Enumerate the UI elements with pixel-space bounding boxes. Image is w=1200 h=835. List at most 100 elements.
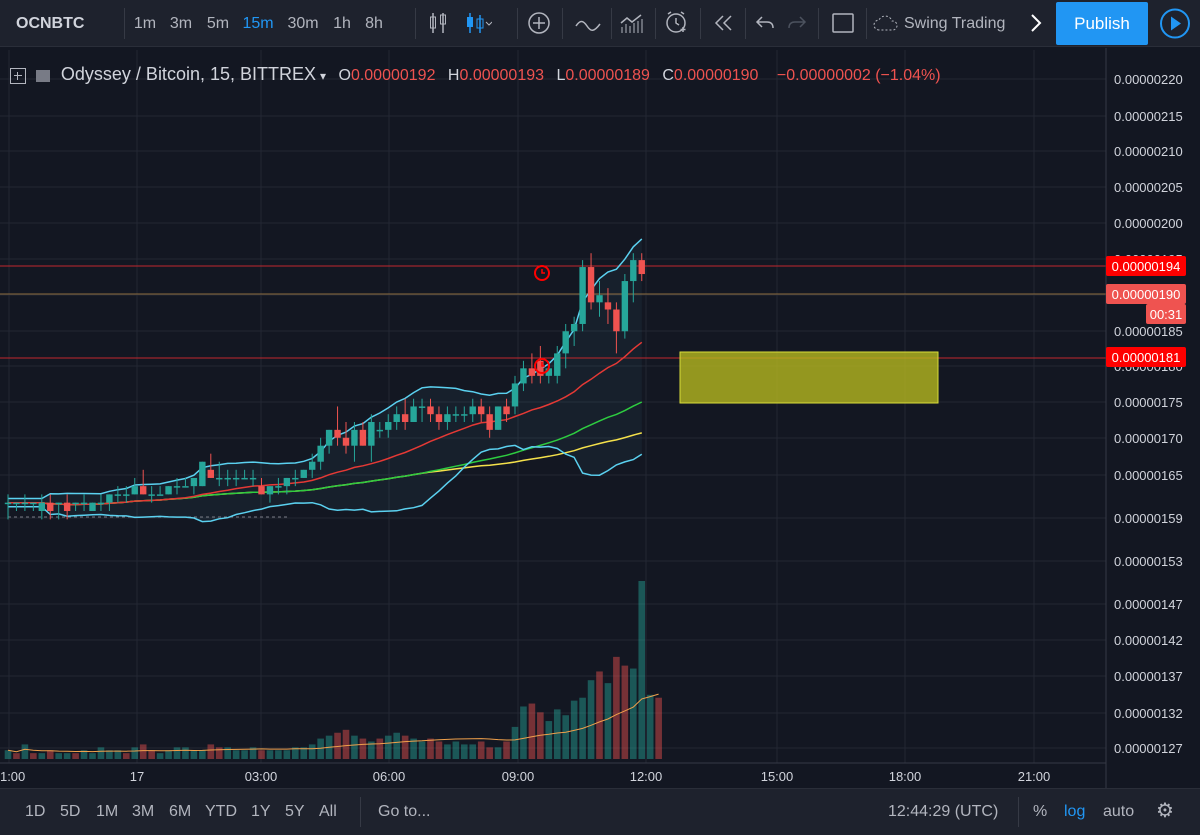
bollinger-band-fill bbox=[8, 238, 642, 522]
chevron-down-icon[interactable]: ▾ bbox=[320, 69, 327, 83]
candles-style-icon[interactable] bbox=[460, 0, 496, 47]
interval-5m[interactable]: 5m bbox=[206, 15, 230, 32]
auto-toggle[interactable]: auto bbox=[1103, 803, 1135, 820]
financials-icon[interactable] bbox=[617, 0, 647, 47]
utc-clock[interactable]: 12:44:29 (UTC) bbox=[888, 803, 999, 820]
price-tick-label: 0.00000159 bbox=[1114, 511, 1183, 526]
volume-bar bbox=[114, 750, 122, 759]
price-marker-tag bbox=[1106, 284, 1186, 304]
candle-body bbox=[241, 477, 248, 480]
layout-template-button[interactable]: Swing Trading bbox=[872, 0, 1012, 47]
price-tick-label: 0.00000200 bbox=[1114, 216, 1183, 231]
candle-body bbox=[613, 309, 620, 332]
time-tick-label: 09:00 bbox=[502, 769, 535, 784]
redo-icon[interactable] bbox=[784, 0, 810, 47]
price-axis[interactable]: 0.00000220 0.00000215 0.00000210 0.00000205… bbox=[1114, 72, 1183, 756]
flag-icon[interactable] bbox=[36, 69, 51, 82]
settings-gear-icon[interactable]: ⚙ bbox=[1156, 800, 1174, 822]
symbol-title[interactable]: Odyssey / Bitcoin, 15, BITTREX bbox=[60, 64, 316, 84]
fullscreen-icon[interactable] bbox=[826, 0, 860, 47]
candle-body bbox=[410, 406, 417, 423]
interval-3m[interactable]: 3m bbox=[169, 15, 193, 32]
volume-bar bbox=[89, 753, 96, 759]
layout-template-label: Swing Trading bbox=[904, 15, 1006, 32]
alert-clock-icon[interactable] bbox=[661, 0, 693, 47]
volume-bar bbox=[224, 747, 231, 759]
interval-8h[interactable]: 8h bbox=[365, 15, 383, 32]
volume-bar bbox=[275, 750, 282, 759]
bottom-divider bbox=[1018, 797, 1019, 827]
candle-body bbox=[283, 477, 291, 487]
high-value: 0.00000193 bbox=[459, 67, 545, 84]
candle-body bbox=[494, 406, 502, 430]
range-5d[interactable]: 5D bbox=[60, 803, 81, 820]
price-chart[interactable]: 0.00000220 0.00000215 0.00000210 0.00000205… bbox=[0, 48, 1200, 788]
candle-body bbox=[604, 302, 612, 310]
range-1d[interactable]: 1D bbox=[25, 803, 46, 820]
zone-rectangle[interactable] bbox=[679, 351, 939, 404]
price-tick-label: 0.00000165 bbox=[1114, 468, 1183, 483]
interval-1h[interactable]: 1h bbox=[333, 15, 351, 32]
volume-bars bbox=[4, 581, 662, 759]
goto-button[interactable]: Go to... bbox=[378, 803, 431, 820]
volume-bar bbox=[503, 741, 510, 759]
range-1y[interactable]: 1Y bbox=[251, 803, 271, 820]
alert-clock-marker[interactable] bbox=[534, 358, 550, 374]
interval-30m[interactable]: 30m bbox=[287, 15, 319, 32]
volume-bar bbox=[106, 750, 113, 759]
candle-body bbox=[140, 486, 147, 495]
price-tick-label: 0.00000215 bbox=[1114, 109, 1183, 124]
volume-bar bbox=[452, 741, 460, 759]
range-1m[interactable]: 1M bbox=[96, 803, 119, 820]
time-tick-label: 18:00 bbox=[889, 769, 922, 784]
toolbar-divider bbox=[745, 8, 746, 39]
publish-button[interactable]: Publish bbox=[1056, 2, 1148, 45]
volume-bar bbox=[190, 750, 198, 759]
range-3m[interactable]: 3M bbox=[132, 803, 155, 820]
percent-toggle[interactable]: % bbox=[1033, 803, 1048, 820]
volume-bar bbox=[30, 753, 37, 759]
price-tick-label: 0.00000147 bbox=[1114, 597, 1183, 612]
candle-body bbox=[570, 323, 578, 332]
candle-body bbox=[579, 267, 586, 324]
volume-bar bbox=[461, 744, 468, 759]
indicator-lines bbox=[7, 238, 659, 753]
candle-body bbox=[4, 502, 12, 505]
time-tick-label: 15:00 bbox=[761, 769, 794, 784]
price-tick-label: 0.00000142 bbox=[1114, 633, 1183, 648]
time-axis[interactable]: 21:00 17 03:00 06:00 09:00 12:00 15:00 18:00 21:… bbox=[0, 769, 1050, 784]
range-ytd[interactable]: YTD bbox=[205, 803, 237, 820]
volume-bar bbox=[215, 747, 223, 759]
play-icon[interactable] bbox=[1152, 2, 1198, 45]
range-all[interactable]: All bbox=[319, 803, 337, 820]
candle-body bbox=[469, 406, 476, 415]
more-arrow-icon[interactable] bbox=[1022, 0, 1050, 47]
volume-bar bbox=[165, 750, 172, 759]
volume-bar bbox=[63, 753, 71, 759]
add-indicator-icon[interactable] bbox=[524, 0, 554, 47]
volume-bar bbox=[520, 706, 527, 759]
candle-body bbox=[325, 429, 333, 446]
volume-bar bbox=[435, 741, 443, 759]
interval-1m[interactable]: 1m bbox=[133, 15, 157, 32]
volume-bar bbox=[511, 726, 519, 759]
volume-bar bbox=[621, 665, 629, 759]
price-marker-label: 0.00000194 bbox=[1112, 259, 1181, 274]
undo-icon[interactable] bbox=[752, 0, 778, 47]
price-tick-label: 0.00000132 bbox=[1114, 706, 1183, 721]
price-marker-tag bbox=[1106, 347, 1186, 367]
range-6m[interactable]: 6M bbox=[169, 803, 192, 820]
log-toggle[interactable]: log bbox=[1064, 803, 1086, 820]
bollinger-lower-line bbox=[8, 444, 643, 523]
range-5y[interactable]: 5Y bbox=[285, 803, 305, 820]
interval-15m[interactable]: 15m bbox=[242, 15, 274, 32]
open-label: O bbox=[338, 67, 351, 84]
indicators-wave-icon[interactable] bbox=[570, 0, 606, 47]
alert-clock-marker[interactable] bbox=[534, 265, 550, 281]
bar-style-icon[interactable] bbox=[424, 0, 452, 47]
price-tick-label: 0.00000185 bbox=[1114, 324, 1183, 339]
replay-icon[interactable] bbox=[708, 0, 738, 47]
symbol-search[interactable]: OCNBTC bbox=[16, 15, 85, 32]
expand-icon[interactable] bbox=[10, 67, 26, 84]
time-tick-label: 06:00 bbox=[373, 769, 406, 784]
